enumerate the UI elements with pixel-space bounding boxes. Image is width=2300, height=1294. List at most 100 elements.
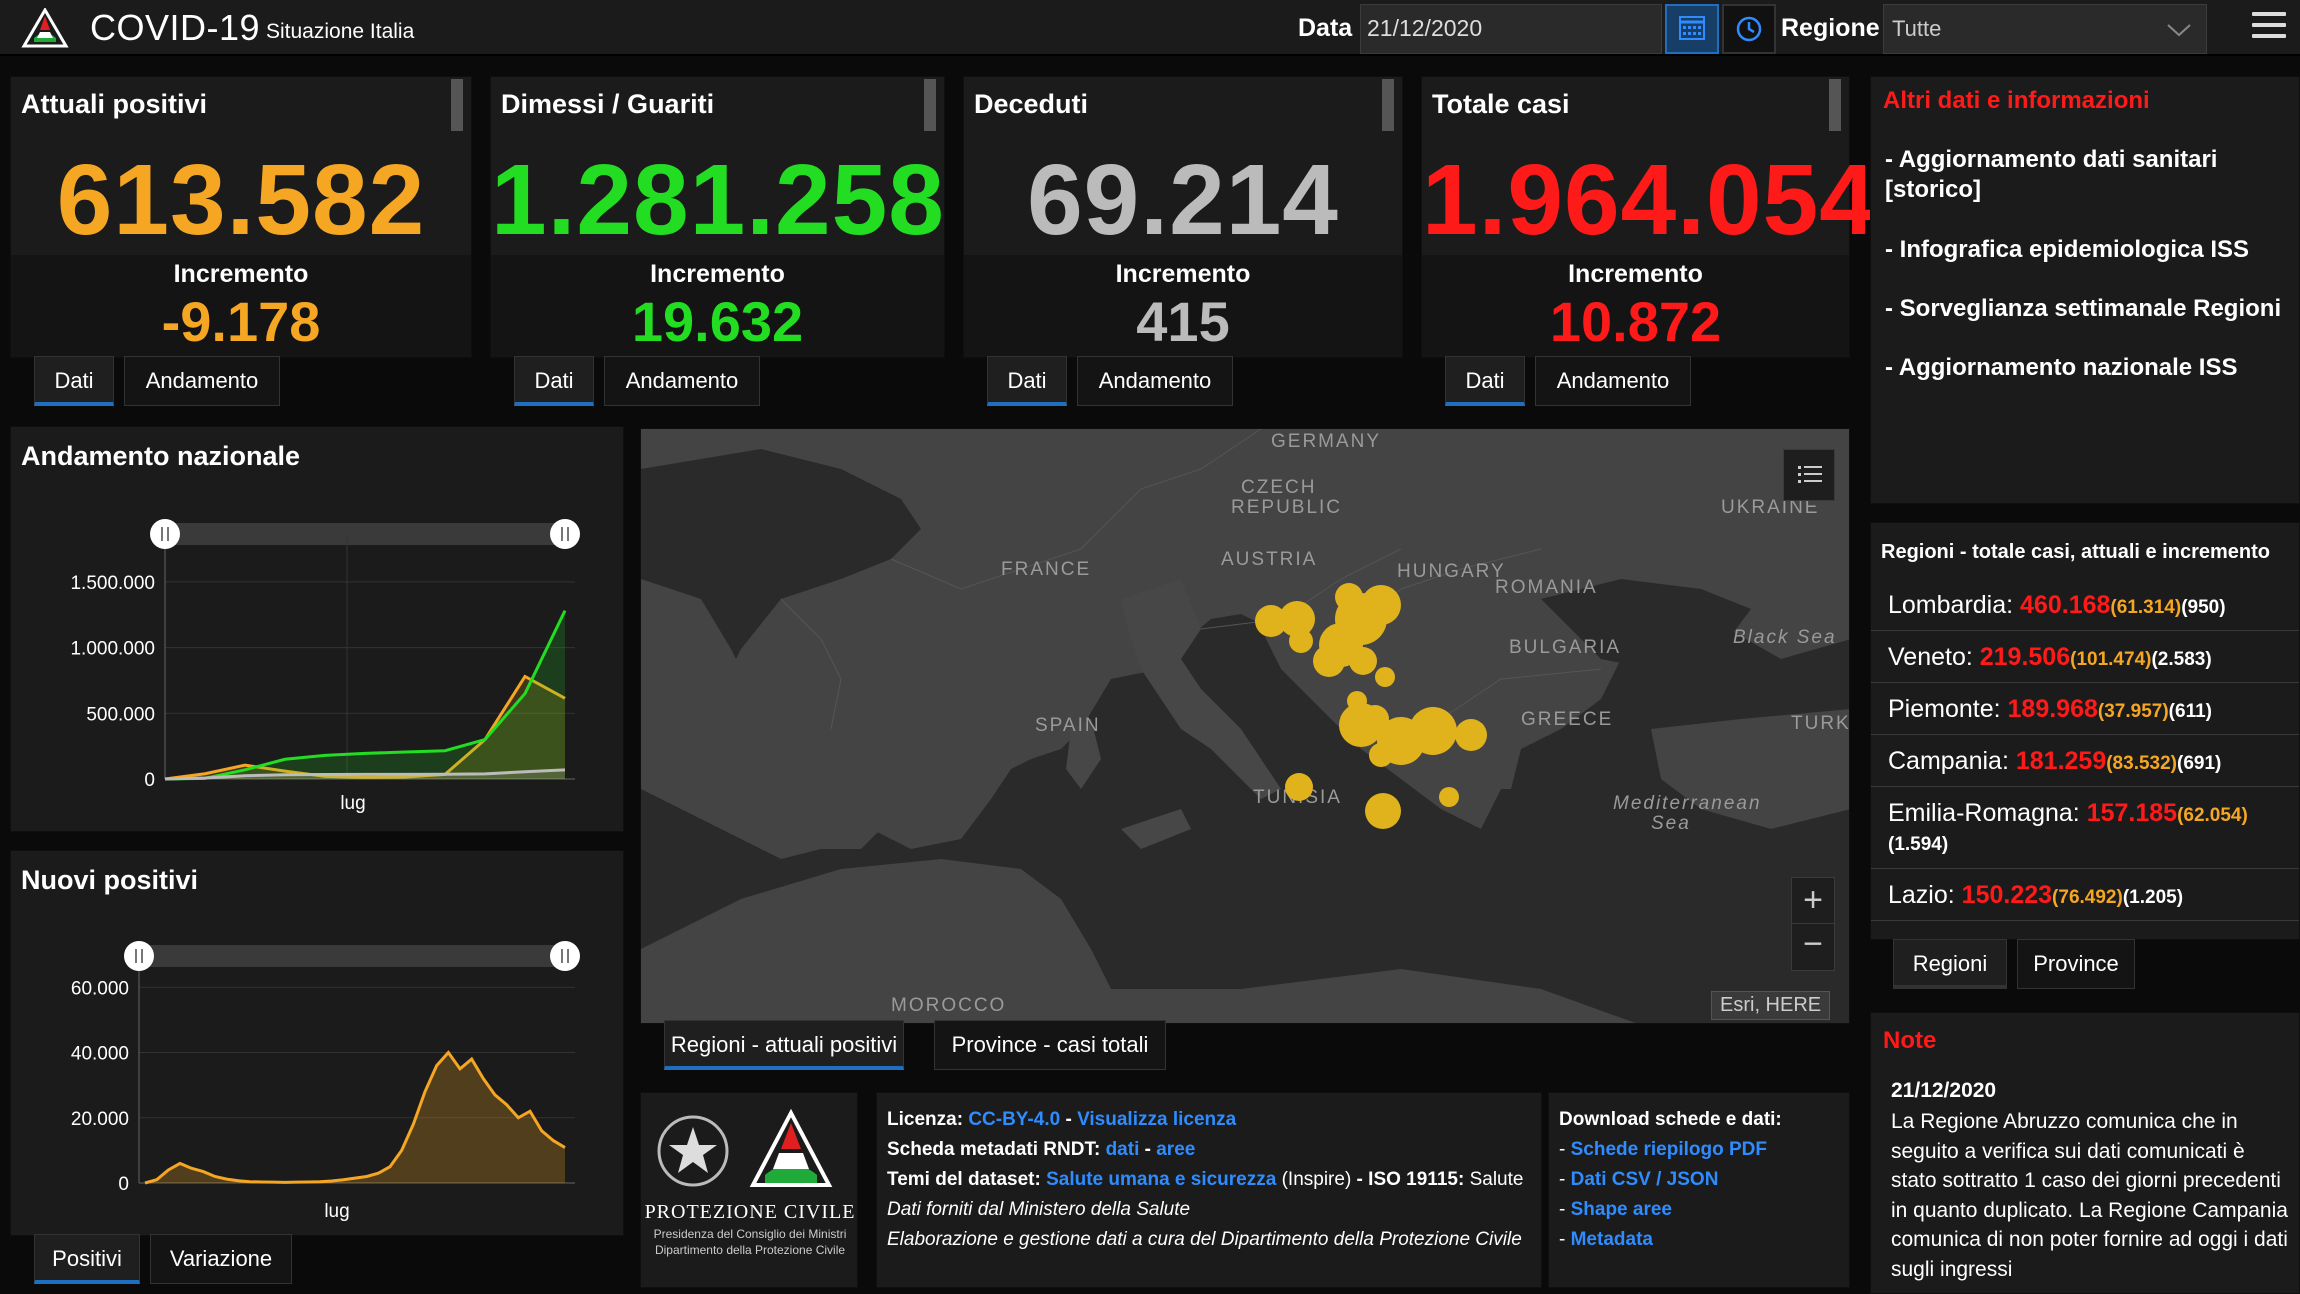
scheda-dati-link[interactable]: dati [1105, 1139, 1140, 1160]
info-link-iss[interactable]: - Aggiornamento nazionale ISS [1885, 354, 2238, 381]
range-slider-track[interactable] [165, 523, 575, 545]
region-bubble[interactable] [1255, 605, 1287, 637]
licenza-link[interactable]: CC-BY-4.0 [968, 1109, 1061, 1130]
protezione-civile-logo-icon [21, 8, 69, 48]
range-slider-handle[interactable] [150, 519, 180, 549]
map-legend-button[interactable] [1783, 449, 1835, 501]
region-row[interactable]: Emilia-Romagna: 157.185(62.054) (1.594) [1871, 787, 2299, 869]
region-bubble[interactable] [1279, 601, 1315, 637]
region-attuali: (83.532) [2106, 753, 2178, 774]
region-row[interactable]: Piemonte: 189.968(37.957)(611) [1871, 683, 2299, 735]
calendar-icon [1679, 16, 1705, 40]
tab-variazione[interactable]: Variazione [150, 1234, 292, 1284]
stat-value: 69.214 [1027, 144, 1339, 256]
download-shape-link[interactable]: Shape aree [1570, 1199, 1673, 1220]
range-slider-handle[interactable] [550, 519, 580, 549]
download-csv-link[interactable]: Dati CSV / JSON [1570, 1169, 1719, 1190]
download-pdf-link[interactable]: Schede riepilogo PDF [1570, 1139, 1767, 1160]
tab-positivi[interactable]: Positivi [34, 1234, 140, 1284]
tab-andamento[interactable]: Andamento [604, 356, 760, 406]
scheda-aree-link[interactable]: aree [1156, 1139, 1196, 1160]
download-metadata-link[interactable]: Metadata [1570, 1229, 1653, 1250]
series-line [164, 609, 567, 781]
info-link-sorveglianza[interactable]: - Sorveglianza settimanale Regioni [1885, 295, 2282, 322]
iso-label: - ISO 19115: [1351, 1169, 1465, 1190]
calendar-button[interactable] [1665, 4, 1719, 54]
region-bubble[interactable] [1313, 645, 1345, 677]
region-increment: (1.594) [1888, 834, 1949, 855]
tab-dati[interactable]: Dati [34, 356, 114, 406]
region-bubble[interactable] [1361, 585, 1401, 625]
region-increment: (950) [2181, 597, 2226, 618]
region-select[interactable]: Tutte [1883, 4, 2207, 54]
range-slider-handle[interactable] [550, 941, 580, 971]
region-bubble[interactable] [1365, 793, 1401, 829]
stat-card-attuali: Attuali positivi 613.582 Incremento -9.1… [10, 76, 472, 358]
zoom-out-button[interactable]: − [1803, 925, 1823, 963]
region-bubble[interactable] [1439, 787, 1459, 807]
map-label: CZECH [1241, 477, 1316, 498]
region-bubble[interactable] [1375, 667, 1395, 687]
regions-title: Regioni - totale casi, attuali e increme… [1881, 541, 2270, 563]
increment-value: -9.178 [161, 290, 321, 353]
series-line [144, 1050, 566, 1185]
region-row[interactable]: Lazio: 150.223(76.492)(1.205) [1871, 869, 2299, 921]
region-bubble[interactable] [1285, 773, 1313, 801]
region-bubble[interactable] [1339, 703, 1383, 747]
temi-link[interactable]: Salute umana e sicurezza [1046, 1169, 1277, 1190]
stat-value: 613.582 [56, 144, 426, 256]
land-italy [1121, 579, 1281, 799]
map-panel[interactable]: GERMANY CZECH REPUBLIC UKRAINE FRANCE AUSTRIA… [640, 428, 1850, 1024]
tab-province[interactable]: Province [2017, 939, 2135, 989]
region-attuali: (61.314) [2110, 597, 2182, 618]
region-name: Veneto: [1888, 643, 1980, 671]
chart-new-title: Nuovi positivi [21, 865, 199, 895]
zoom-in-button[interactable]: + [1792, 878, 1834, 924]
info-link-infografica[interactable]: - Infografica epidemiologica ISS [1885, 236, 2250, 263]
region-bubble[interactable] [1369, 743, 1393, 767]
series-area [165, 610, 565, 779]
visualizza-licenza-link[interactable]: Visualizza licenza [1077, 1109, 1237, 1130]
x-tick-label: lug [324, 1201, 349, 1222]
region-row[interactable]: Lombardia: 460.168(61.314)(950) [1871, 579, 2299, 631]
map-label: REPUBLIC [1231, 497, 1342, 518]
map-label: ROMANIA [1495, 577, 1598, 598]
region-bubble[interactable] [1349, 647, 1377, 675]
tab-andamento[interactable]: Andamento [1535, 356, 1691, 406]
land-africa [641, 859, 1636, 1023]
tab-dati[interactable]: Dati [1445, 356, 1525, 406]
region-row[interactable]: Campania: 181.259(83.532)(691) [1871, 735, 2299, 787]
tab-andamento[interactable]: Andamento [124, 356, 280, 406]
increment-label: Incremento [1568, 260, 1703, 288]
region-bubble[interactable] [1455, 719, 1487, 751]
map-label: BULGARIA [1509, 637, 1621, 658]
region-bubble[interactable] [1409, 707, 1457, 755]
stat-value: 1.964.054 [1422, 144, 1876, 256]
map-label: MOROCCO [891, 995, 1006, 1016]
tab-andamento[interactable]: Andamento [1077, 356, 1233, 406]
tab-dati[interactable]: Dati [514, 356, 594, 406]
info-link-storico[interactable]: - Aggiornamento dati sanitari [storico] [1885, 146, 2218, 203]
region-attuali: (37.957) [2097, 701, 2169, 722]
tab-regioni[interactable]: Regioni [1893, 939, 2007, 989]
hamburger-menu-icon[interactable] [2252, 12, 2286, 42]
licenza-sep: - [1060, 1109, 1078, 1130]
increment-label: Incremento [650, 260, 785, 288]
temi-rest: (Inspire) [1276, 1169, 1352, 1190]
range-slider-handle[interactable] [124, 941, 154, 971]
tab-map-regioni[interactable]: Regioni - attuali positivi [664, 1020, 904, 1070]
chart-new-svg: 60.000 40.000 20.000 0 lug [71, 941, 580, 1222]
region-name: Lombardia: [1888, 591, 2021, 619]
stat-title: Deceduti [974, 89, 1089, 119]
region-row[interactable]: Veneto: 219.506(101.474)(2.583) [1871, 631, 2299, 683]
date-field[interactable]: 21/12/2020 [1360, 4, 1662, 54]
region-total: 181.259 [2015, 747, 2107, 775]
tab-dati[interactable]: Dati [987, 356, 1067, 406]
license-panel: Licenza: CC-BY-4.0 - Visualizza licenza … [876, 1092, 1542, 1288]
tab-map-province[interactable]: Province - casi totali [934, 1020, 1166, 1070]
range-slider-track[interactable] [139, 945, 575, 967]
download-panel: Download schede e dati: - Schede riepilo… [1548, 1092, 1850, 1288]
time-button[interactable] [1722, 4, 1776, 54]
region-bubble[interactable] [1289, 629, 1313, 653]
